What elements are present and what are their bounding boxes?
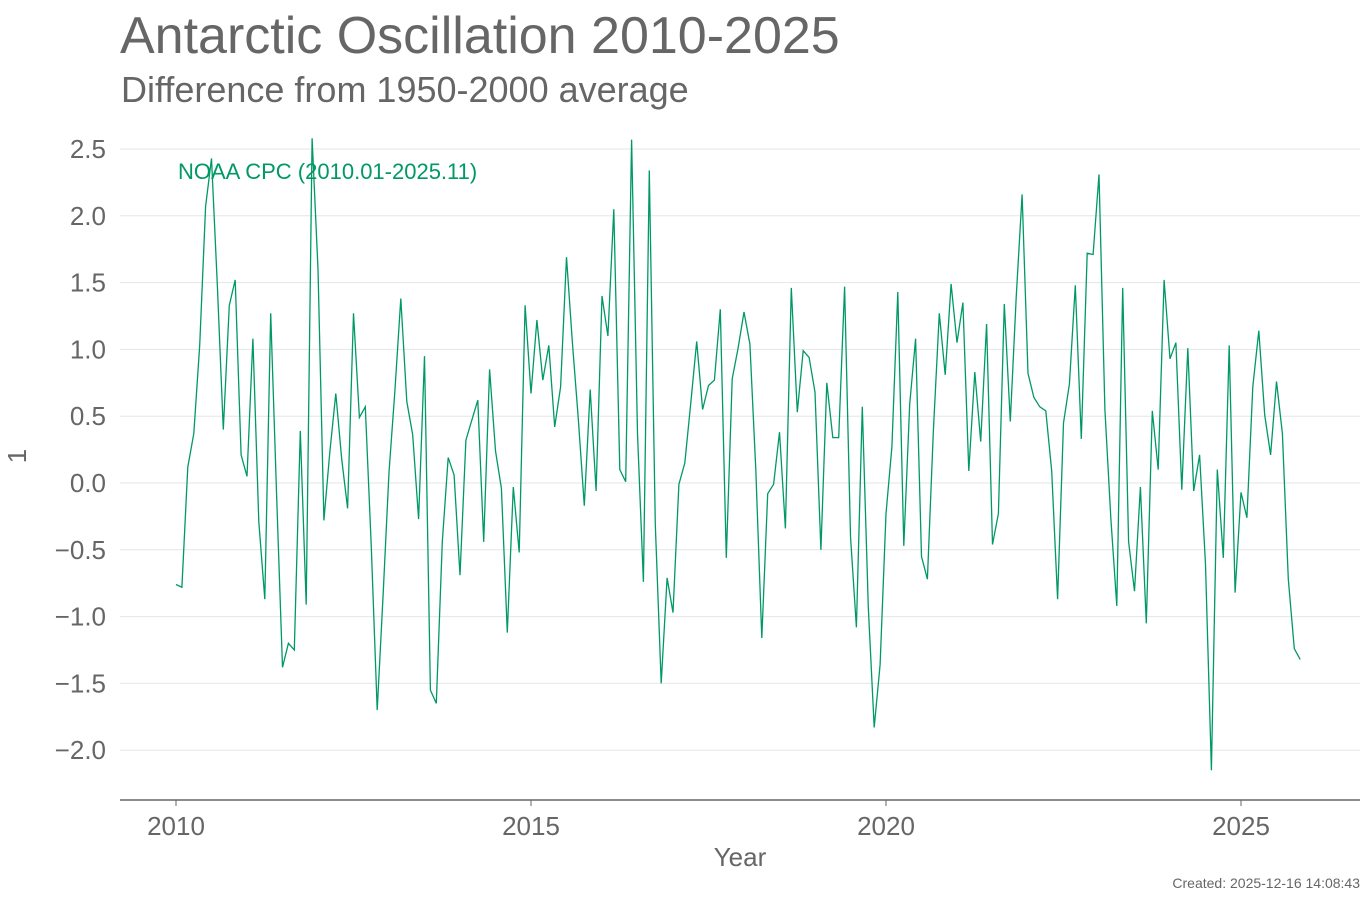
x-tick-label: 2010 [147,811,205,841]
x-axis-label: Year [714,842,767,872]
y-tick-label: −2.0 [55,735,106,765]
y-axis-ticks: −2.0 −1.5 −1.0 −0.5 0.0 0.5 1.0 1.5 2.0 2.5 [55,134,106,765]
y-tick-label: 2.0 [70,201,106,231]
gridlines [120,148,1360,751]
y-tick-label: 1.0 [70,334,106,364]
x-tick-label: 2015 [502,811,560,841]
y-tick-label: 2.5 [70,134,106,164]
y-tick-label: −1.0 [55,602,106,632]
x-tick-label: 2020 [857,811,915,841]
y-axis-label: 1 [2,449,32,463]
y-tick-label: −0.5 [55,535,106,565]
series-label: NOAA CPC (2010.01-2025.11) [178,159,477,184]
y-tick-label: 0.0 [70,468,106,498]
x-axis-ticks: 2010 2015 2020 2025 [147,800,1270,841]
y-tick-label: 1.5 [70,268,106,298]
chart-subtitle: Difference from 1950-2000 average [121,69,689,110]
series-group [175,138,1301,771]
y-tick-label: 0.5 [70,401,106,431]
series-line [175,138,1301,771]
y-tick-label: −1.5 [55,668,106,698]
chart-title: Antarctic Oscillation 2010-2025 [120,7,840,65]
created-timestamp: Created: 2025-12-16 14:08:43 [1172,875,1360,891]
x-tick-label: 2025 [1212,811,1270,841]
